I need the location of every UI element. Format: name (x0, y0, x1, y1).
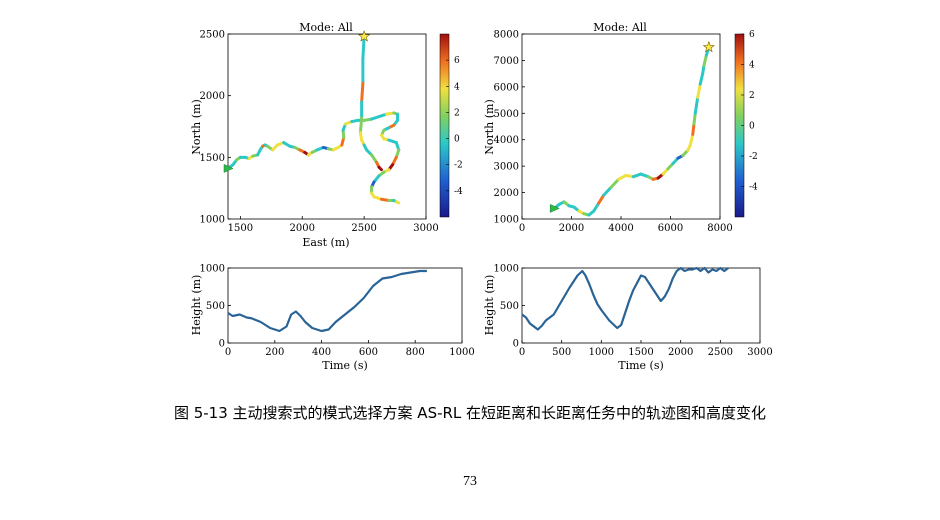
x-tick-label: 1500 (628, 347, 653, 358)
figure-caption: 图 5-13 主动搜索式的模式选择方案 AS-RL 在短距离和长距离任务中的轨迹… (173, 404, 767, 422)
chart-long-trajectory: Mode: All 0 2000 4000 6000 8000 1000 2000 3000 4… (483, 21, 758, 234)
plot-area (227, 267, 463, 344)
x-tick-label: 0 (225, 347, 231, 358)
end-star-marker (358, 30, 371, 42)
chart-title: Mode: All (299, 21, 353, 34)
x-tick-label: 0 (519, 223, 525, 234)
x-tick-label: 200 (265, 347, 284, 358)
y-tick-label: 0 (219, 339, 225, 350)
height-line (521, 266, 729, 331)
y-tick-label: 2500 (200, 30, 225, 41)
y-tick-label: 3000 (494, 162, 519, 173)
trajectory-segment (602, 185, 613, 197)
trajectory-segment (394, 200, 401, 205)
x-tick-label: 2000 (290, 223, 315, 234)
colorbar-tick-label: -2 (454, 161, 463, 171)
y-tick-label: 7000 (494, 56, 519, 67)
y-tick-label: 500 (206, 301, 225, 312)
x-tick-label: 600 (359, 347, 378, 358)
trajectory-segment (377, 165, 383, 172)
x-tick-label: 500 (552, 347, 571, 358)
x-tick-label: 400 (312, 347, 331, 358)
x-tick-label: 800 (406, 347, 425, 358)
trajectory-segment (688, 132, 695, 147)
trajectory-segment (609, 177, 621, 189)
colorbar-tick-label: -4 (454, 187, 463, 197)
x-tick-label: 3000 (413, 223, 438, 234)
colorbar-tick-label: 2 (749, 91, 755, 101)
y-tick-label: 1000 (494, 264, 519, 275)
colorbar-tick-label: -2 (749, 152, 758, 162)
y-tick-label: 8000 (494, 30, 519, 41)
x-tick-label: 4000 (608, 223, 633, 234)
trajectory-segment (592, 201, 601, 213)
y-axis-label: Height (m) (190, 275, 203, 336)
y-tick-label: 2000 (200, 91, 225, 102)
y-tick-label: 5000 (494, 109, 519, 120)
y-tick-label: 1000 (200, 215, 225, 226)
chart-title: Mode: All (593, 21, 647, 34)
y-tick-label: 1500 (200, 153, 225, 164)
x-tick-label: 1500 (228, 223, 253, 234)
x-tick-label: 2500 (351, 223, 376, 234)
colorbar-tick-label: 0 (454, 135, 460, 145)
colorbar-tick-label: 6 (454, 56, 460, 66)
chart-short-trajectory: Mode: All 1500 2000 2500 300010001500200025… (190, 21, 463, 249)
x-tick-label: 2000 (559, 223, 584, 234)
y-tick-label: 2000 (494, 188, 519, 199)
x-tick-label: 1000 (589, 347, 614, 358)
trajectory-segment (698, 72, 705, 86)
trajectory-segment (691, 122, 696, 136)
y-axis-label: North (m) (483, 99, 496, 155)
end-star-marker (702, 40, 715, 53)
trajectory-segment (361, 34, 366, 61)
trajectory-segment (692, 111, 697, 126)
colorbar-tick-label: 0 (749, 122, 755, 132)
y-tick-label: 0 (513, 339, 519, 350)
colorbar (439, 33, 450, 218)
page-number: 73 (463, 474, 477, 489)
x-axis-label: Time (s) (322, 359, 368, 372)
trajectory-segment (696, 82, 702, 99)
x-tick-label: 8000 (707, 223, 732, 234)
y-tick-label: 6000 (494, 82, 519, 93)
colorbar-tick-label: 4 (454, 82, 460, 92)
start-marker (549, 204, 560, 213)
y-tick-label: 4000 (494, 135, 519, 146)
trajectory-segment (360, 81, 365, 104)
y-axis-label: North (m) (190, 99, 203, 155)
x-tick-label: 1000 (449, 347, 474, 358)
colorbar-tick-label: 2 (454, 108, 460, 118)
y-tick-label: 500 (500, 301, 519, 312)
trajectory-segment (358, 116, 364, 135)
plot-area (521, 267, 761, 344)
trajectory-segment (597, 193, 606, 205)
y-tick-label: 1000 (200, 264, 225, 275)
x-tick-label: 2000 (668, 347, 693, 358)
x-tick-label: 6000 (658, 223, 683, 234)
x-axis-label: Time (s) (618, 359, 664, 372)
x-axis-label: East (m) (302, 236, 349, 249)
trajectory-segment (693, 95, 700, 115)
height-line (227, 269, 427, 333)
colorbar-tick-label: -4 (749, 183, 758, 193)
trajectory-segment (702, 53, 708, 68)
x-tick-label: 3000 (747, 347, 772, 358)
start-marker (223, 164, 234, 173)
y-axis-label: Height (m) (483, 275, 496, 336)
chart-short-height: 0 200 400 600 800 1000 0 500 1000 Time (s) Heigh… (190, 264, 475, 373)
plot-area (227, 33, 427, 220)
colorbar-tick-label: 6 (749, 30, 755, 40)
colorbar-tick-label: 4 (749, 61, 755, 71)
plot-area (521, 33, 721, 220)
x-tick-label: 2500 (708, 347, 733, 358)
y-tick-label: 1000 (494, 215, 519, 226)
x-tick-label: 0 (519, 347, 525, 358)
chart-long-height: 0 500 1000 1500 2000 2500 3000 0 500 1000 Time (s… (483, 264, 773, 373)
